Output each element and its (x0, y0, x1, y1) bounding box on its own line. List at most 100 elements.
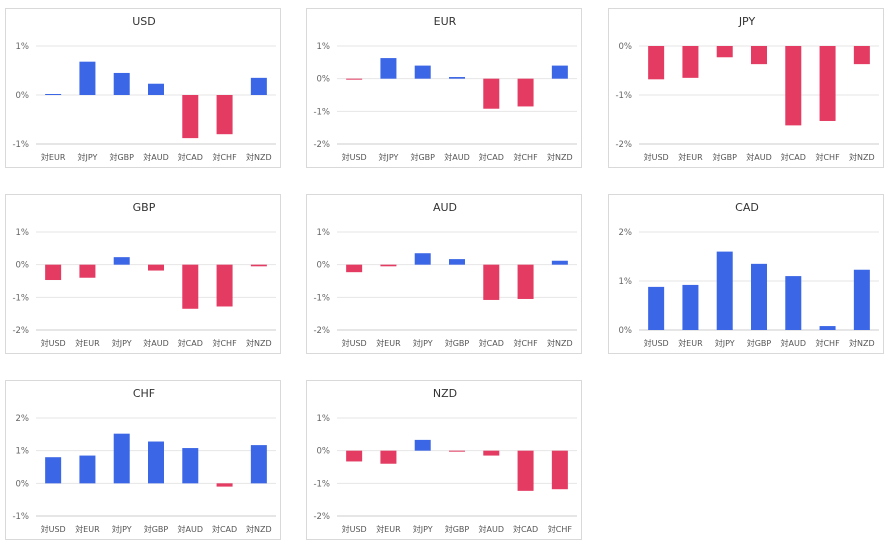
y-tick-label: 0% (16, 261, 30, 271)
chart-panel-nzd: NZD 1% 0% -1% -2% 対USD 対EUR 対JPY 対GBP 対AUD 対CAD 対CH… (306, 380, 582, 540)
category-label: 対CHF (212, 338, 237, 348)
y-tick-label: 0% (619, 326, 633, 336)
bar (751, 263, 767, 330)
chart-svg: EUR 1% 0% -1% -2% 対USD 対JPY 対GBP 対AUD 対CAD 対CHF 対NZ… (313, 15, 577, 162)
y-tick-label: -1% (12, 140, 29, 150)
bar (414, 253, 431, 265)
chart-title: GBP (133, 201, 156, 214)
y-tick-label: 1% (317, 228, 331, 238)
bar (113, 72, 130, 95)
chart-panel-chf: CHF 2% 1% 0% -1% 対USD 対EUR 対JPY 対GBP 対AUD 対CAD 対NZD (5, 380, 281, 540)
category-label: 対AUD (178, 524, 204, 534)
bar (113, 257, 130, 265)
category-label: 対AUD (143, 152, 169, 162)
bar (449, 450, 465, 452)
y-tick-label: 0% (317, 75, 331, 85)
chart-panel-aud: AUD 1% 0% -1% -2% 対USD 対EUR 対JPY 対GBP 対CAD 対CHF 対NZ… (306, 194, 582, 354)
category-label: 対NZD (849, 338, 875, 348)
bar (182, 448, 199, 484)
category-label: 対USD (644, 152, 669, 162)
bar (716, 251, 733, 330)
bar (45, 457, 62, 484)
bar (785, 46, 802, 126)
category-label: 対AUD (781, 338, 807, 348)
y-tick-label: 0% (619, 42, 633, 52)
chart-panel-jpy: JPY 0% -1% -2% 対USD 対EUR 対GBP 対AUD 対CAD 対CHF 対NZD (608, 8, 884, 168)
y-tick-label: -2% (313, 140, 330, 150)
category-label: 対USD (342, 338, 367, 348)
chart-svg: JPY 0% -1% -2% 対USD 対EUR 対GBP 対AUD 対CAD 対CHF 対NZD (615, 15, 879, 162)
category-label: 対GBP (445, 524, 470, 534)
y-tick-label: 0% (16, 91, 30, 101)
category-label: 対EUR (41, 152, 66, 162)
category-label: 対JPY (112, 338, 132, 348)
chart-panel-eur: EUR 1% 0% -1% -2% 対USD 対JPY 対GBP 対AUD 対CAD 対CHF 対NZ… (306, 8, 582, 168)
category-label: 対CHF (548, 524, 573, 534)
y-tick-label: -2% (615, 140, 632, 150)
chart-title: USD (132, 15, 156, 28)
y-tick-label: -2% (12, 326, 29, 336)
category-label: 対GBP (747, 338, 772, 348)
category-label: 対JPY (715, 338, 735, 348)
chart-panel-cad: CAD 2% 1% 0% 対USD 対EUR 対JPY 対GBP 対AUD 対CHF 対NZD (608, 194, 884, 354)
y-tick-label: -2% (313, 512, 330, 522)
category-label: 対CAD (212, 524, 237, 534)
bar (414, 439, 431, 451)
bar (148, 441, 164, 484)
bar (853, 269, 870, 330)
bar (182, 264, 199, 309)
y-tick-label: -1% (12, 512, 29, 522)
bar (682, 284, 699, 330)
category-label: 対NZD (246, 338, 272, 348)
y-tick-label: 1% (317, 42, 331, 52)
chart-svg: CHF 2% 1% 0% -1% 対USD 対EUR 対JPY 対GBP 対AUD 対CAD 対NZD (12, 387, 276, 534)
bar (250, 264, 267, 267)
chart-svg: CAD 2% 1% 0% 対USD 対EUR 対JPY 対GBP 対AUD 対CHF 対NZD (619, 201, 879, 348)
bar (648, 286, 665, 330)
category-label: 対USD (41, 524, 66, 534)
category-label: 対JPY (378, 152, 398, 162)
bar (346, 450, 363, 462)
chart-svg: GBP 1% 0% -1% -2% 対USD 対EUR 対JPY 対AUD 対CAD 対CHF 対NZ… (12, 201, 276, 348)
bar (819, 326, 836, 330)
category-label: 対EUR (376, 524, 401, 534)
category-label: 対CAD (781, 152, 806, 162)
category-label: 対USD (41, 338, 66, 348)
category-label: 対EUR (678, 338, 703, 348)
bar (216, 264, 233, 307)
category-label: 対CHF (212, 152, 237, 162)
category-label: 対CAD (178, 338, 203, 348)
bar (79, 61, 96, 95)
y-tick-label: -1% (313, 107, 330, 117)
category-label: 対USD (644, 338, 669, 348)
bar (182, 95, 199, 139)
category-label: 対USD (342, 524, 367, 534)
category-label: 対JPY (413, 524, 433, 534)
bar (751, 46, 767, 65)
chart-panel-usd: USD 1% 0% -1% 対EUR 対JPY 対GBP 対AUD 対CAD 対CHF 対NZD (5, 8, 281, 168)
bar (414, 65, 431, 79)
bar (517, 264, 534, 299)
category-label: 対GBP (144, 524, 169, 534)
category-label: 対GBP (109, 152, 134, 162)
y-tick-label: -2% (313, 326, 330, 336)
bar (517, 450, 534, 491)
bar (250, 77, 267, 95)
bar (449, 77, 465, 79)
y-tick-label: 1% (16, 42, 30, 52)
bar (148, 264, 164, 271)
category-label: 対CHF (815, 338, 840, 348)
bar (380, 264, 397, 267)
category-label: 対NZD (849, 152, 875, 162)
chart-title: AUD (433, 201, 457, 214)
bar (682, 46, 699, 78)
category-label: 対CHF (513, 152, 538, 162)
chart-title: CHF (133, 387, 155, 400)
chart-title: CAD (735, 201, 759, 214)
bar (551, 65, 568, 79)
bar (216, 483, 233, 487)
category-label: 対JPY (413, 338, 433, 348)
y-tick-label: -1% (313, 479, 330, 489)
category-label: 対NZD (246, 524, 272, 534)
bar (79, 264, 96, 278)
